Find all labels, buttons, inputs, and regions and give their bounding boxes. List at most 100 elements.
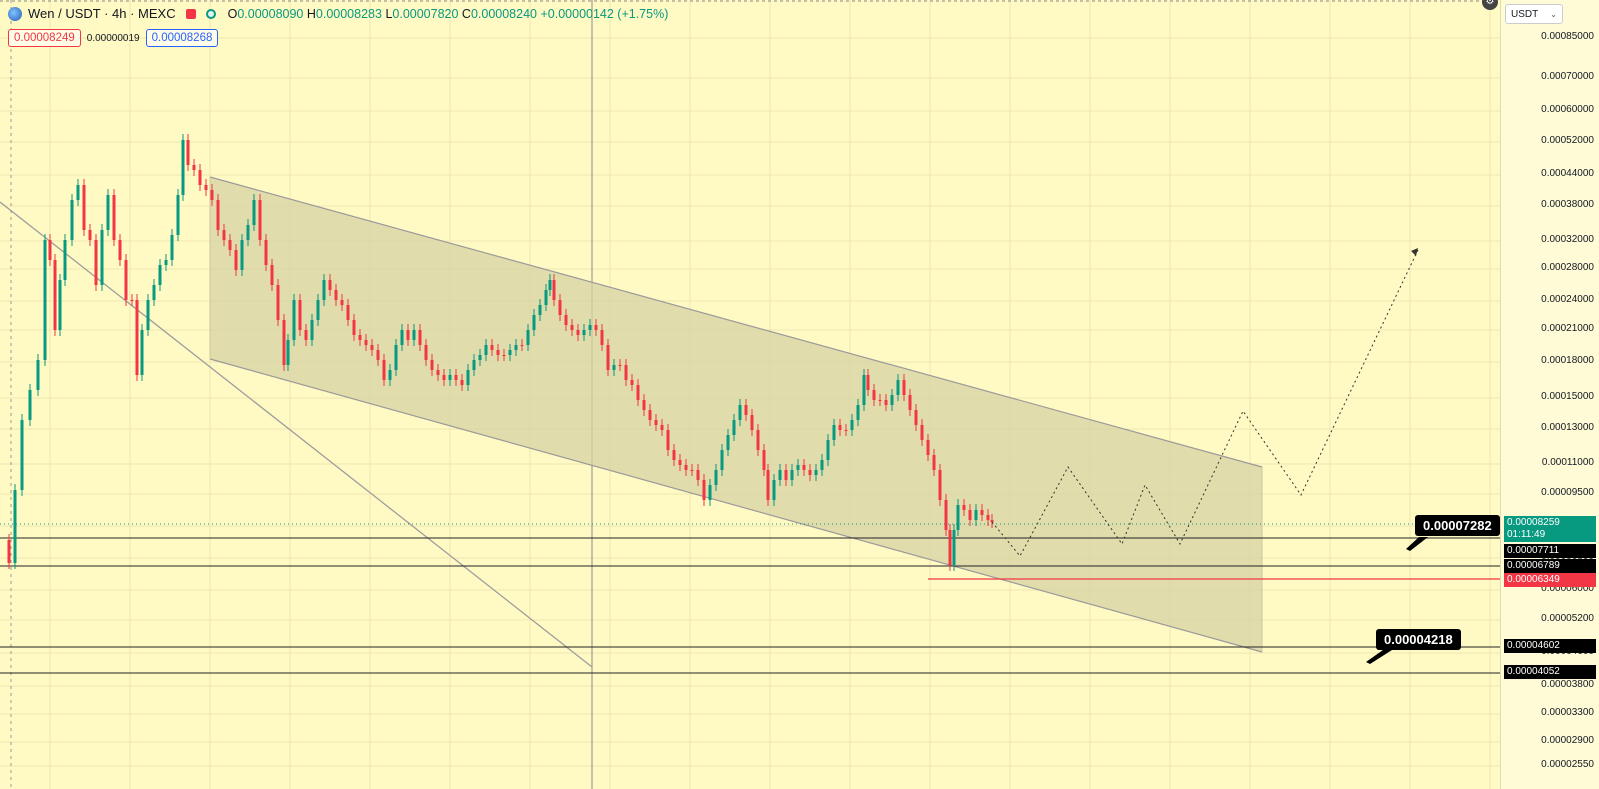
candle-body: [920, 425, 924, 440]
trend-line[interactable]: [0, 201, 593, 668]
channel-lower-line[interactable]: [209, 358, 1263, 653]
candle-body: [808, 470, 812, 475]
candle-body: [932, 455, 936, 470]
candle-body: [738, 405, 742, 420]
candle-body: [388, 370, 392, 380]
candle-body: [276, 285, 280, 320]
candle-body: [576, 330, 580, 335]
current-price-tag: 0.00008259 01:11:49: [1504, 516, 1596, 542]
candle-body: [124, 260, 128, 300]
sell-button[interactable]: 0.00008249: [8, 29, 81, 47]
candle-body: [118, 240, 122, 260]
candle-body: [702, 480, 706, 500]
low-label: L: [385, 6, 393, 21]
currency-select[interactable]: USDT ⌄: [1505, 4, 1563, 24]
price-tick-label: 0.00002550: [1541, 759, 1594, 770]
candle-body: [890, 395, 894, 405]
low-value: 0.00007820: [392, 6, 459, 21]
candle-body: [558, 300, 562, 315]
candle-body: [112, 195, 116, 240]
candle-body: [210, 190, 214, 200]
candle-body: [532, 315, 536, 330]
candle-body: [908, 395, 912, 410]
price-tick-label: 0.00018000: [1541, 355, 1594, 366]
price-axis[interactable]: 0.00085000 0.00070000 0.00060000 0.00052000…: [1500, 0, 1599, 789]
candle-body: [956, 505, 960, 530]
candle-body: [63, 240, 67, 280]
candle-body: [164, 260, 168, 265]
candle-body: [606, 345, 610, 370]
candle-body: [28, 390, 32, 420]
high-label: H: [306, 6, 316, 21]
candle-body: [436, 370, 440, 375]
level-tag-6349: 0.00006349: [1504, 573, 1596, 587]
bar-countdown: 01:11:49: [1507, 529, 1546, 540]
candle-body: [878, 400, 882, 401]
candle-body: [400, 330, 404, 345]
settings-gear-icon[interactable]: ⚙: [1482, 0, 1498, 10]
candle-body: [952, 530, 956, 565]
open-label: O: [227, 6, 238, 21]
candle-body: [298, 300, 302, 330]
candle-body: [508, 350, 512, 355]
price-tick-label: 0.00015000: [1541, 391, 1594, 402]
candle-body: [418, 330, 422, 345]
currency-label: USDT: [1511, 9, 1539, 20]
candle-body: [316, 300, 320, 320]
buy-button[interactable]: 0.00008268: [145, 29, 219, 47]
candle-body: [914, 410, 918, 425]
price-tick-label: 0.00028000: [1541, 262, 1594, 273]
current-price-value: 0.00008259: [1507, 517, 1560, 528]
level-tag-6789: 0.00006789: [1504, 559, 1596, 573]
candle-body: [181, 140, 185, 195]
close-value: 0.00008240: [470, 6, 537, 21]
candle-body: [872, 390, 876, 400]
symbol-title[interactable]: Wen / USDT · 4h · MEXC: [28, 6, 176, 21]
candle-body: [672, 450, 676, 460]
candle-body: [624, 365, 628, 380]
candle-body: [58, 280, 62, 330]
candle-body: [158, 265, 162, 285]
candle-body: [570, 325, 574, 330]
candle-body: [862, 375, 866, 405]
candle-body: [240, 240, 244, 270]
price-callout-upper[interactable]: 0.00007282: [1415, 515, 1500, 536]
channel-upper-line[interactable]: [209, 176, 1263, 468]
candle-body: [986, 515, 990, 520]
candle-body: [406, 330, 410, 340]
candle-body: [176, 195, 180, 235]
high-value: 0.00008283: [315, 6, 382, 21]
projection-path[interactable]: [991, 249, 1419, 557]
candle-body: [612, 365, 616, 370]
ohlc-values: O0.00008090 H0.00008283 L0.00007820 C0.0…: [228, 7, 669, 21]
price-callout-lower-text: 0.00004218: [1384, 632, 1453, 647]
candle-body: [270, 265, 274, 285]
candle-body: [222, 230, 226, 240]
candle-body: [152, 285, 156, 300]
level-tag-7711: 0.00007711: [1504, 544, 1596, 558]
callout-lower-pointer: [1366, 650, 1392, 664]
candle-body: [53, 260, 57, 330]
candle-body: [832, 425, 836, 440]
candle-body: [974, 510, 978, 520]
candle-body: [130, 300, 134, 301]
candle-body: [856, 405, 860, 420]
market-status-icon[interactable]: [205, 8, 216, 19]
chart-plot-area[interactable]: [0, 0, 1500, 789]
candle-body: [76, 185, 80, 200]
candle-body: [826, 440, 830, 460]
symbol-legend[interactable]: Wen / USDT · 4h · MEXC O0.00008090 H0.00…: [8, 6, 668, 21]
level-tag-4602: 0.00004602: [1504, 639, 1596, 653]
candle-body: [430, 360, 434, 370]
candle-body: [13, 490, 17, 563]
candle-body: [460, 380, 464, 385]
candle-body: [600, 330, 604, 345]
candle-body: [364, 340, 368, 345]
bar-style-icon[interactable]: [185, 8, 196, 19]
candle-body: [648, 410, 652, 420]
price-callout-lower[interactable]: 0.00004218: [1376, 629, 1461, 650]
candle-body: [94, 240, 98, 285]
descending-channel-fill[interactable]: [210, 177, 1262, 652]
price-tick-label: 0.00052000: [1541, 135, 1594, 146]
